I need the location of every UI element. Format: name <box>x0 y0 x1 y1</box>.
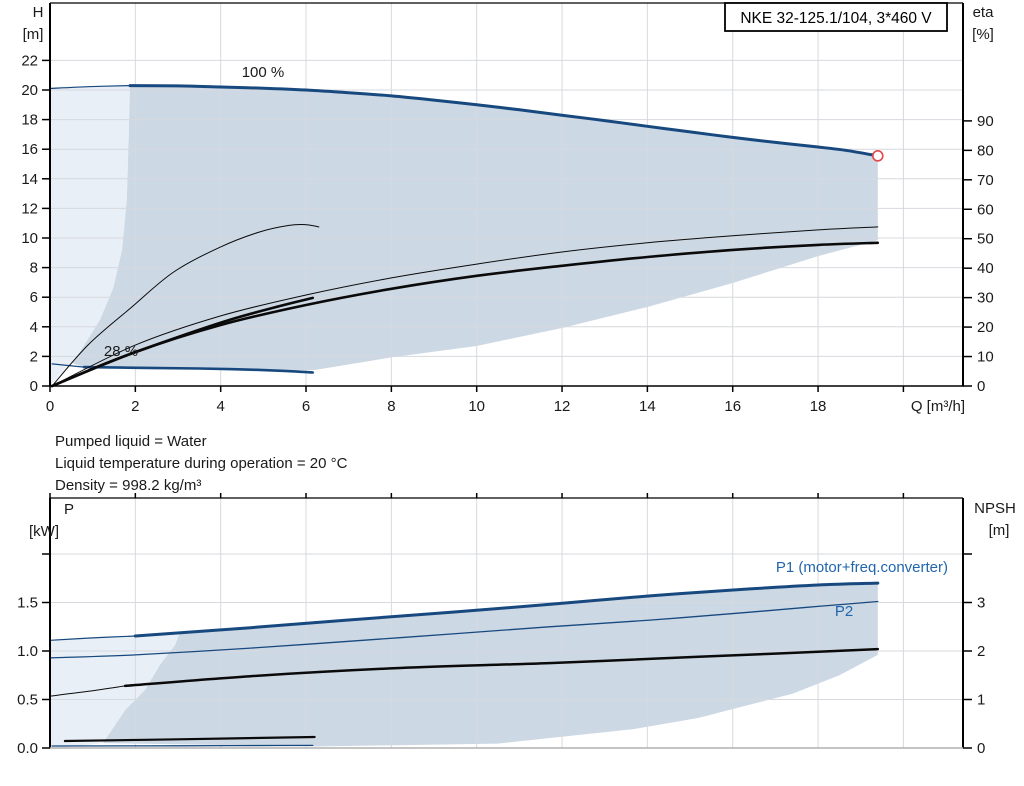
operating-envelope-dark <box>72 85 878 371</box>
condition-density: Density = 998.2 kg/m³ <box>55 477 201 494</box>
npsh-axis-title: NPSH <box>974 500 1016 517</box>
power-npsh-chart: 0.0 0.5 1.0 1.5 0 1 2 3 P1 (motor+freq.converter… <box>17 493 985 757</box>
x-tick-label: 8 <box>387 398 395 415</box>
left-tick-label: 4 <box>30 319 38 336</box>
series-qh-28pct-lead <box>51 363 85 368</box>
left-tick-label: 6 <box>30 289 38 306</box>
left-tick-label: 1.0 <box>17 643 38 660</box>
series-qh-100pct <box>128 84 880 158</box>
p-axis-title: P <box>64 501 74 518</box>
operating-envelope-light <box>50 85 130 386</box>
right-tick-label: 1 <box>977 692 985 709</box>
left-tick-label: 16 <box>21 141 38 158</box>
p2-curve-label: P2 <box>835 603 853 620</box>
x-tick-label: 6 <box>302 398 310 415</box>
series-p1-motor-freq-converter <box>133 581 880 638</box>
left-tick-label: 8 <box>30 260 38 277</box>
qh-eta-chart: 0 2 4 6 8 10 12 14 16 18 Q [m³/h] 0 2 4 6 8 10 12 14 16 18 20… <box>21 2 994 415</box>
x-tick-label: 4 <box>217 398 225 415</box>
right-tick-label: 20 <box>977 319 994 336</box>
npsh-axis-unit: [m] <box>989 522 1010 539</box>
right-tick-label: 70 <box>977 172 994 189</box>
right-tick-label: 0 <box>977 740 985 757</box>
series-qh-100pct-lead <box>49 85 131 90</box>
series-p1-lead <box>49 635 136 641</box>
left-tick-label: 2 <box>30 348 38 365</box>
series-p2 <box>49 600 879 659</box>
x-tick-label: 10 <box>468 398 485 415</box>
right-tick-label: 60 <box>977 201 994 218</box>
left-tick-label: 1.5 <box>17 595 38 612</box>
power-envelope-light <box>50 632 181 748</box>
x-tick-label: 18 <box>810 398 827 415</box>
series-p2-28pct <box>51 744 314 747</box>
left-tick-label: 12 <box>21 200 38 217</box>
duty-point-marker <box>871 150 884 162</box>
speed-label-28: 28 % <box>104 343 138 360</box>
left-tick-label: 0.5 <box>17 692 38 709</box>
left-tick-label: 22 <box>21 52 38 69</box>
left-tick-label: 18 <box>21 112 38 129</box>
series-eta-total <box>50 241 880 388</box>
x-tick-label: 0 <box>46 398 54 415</box>
right-tick-label: 3 <box>977 595 985 612</box>
h-axis-unit: [m] <box>23 26 44 43</box>
right-tick-label: 90 <box>977 113 994 130</box>
h-axis-title: H <box>33 4 44 21</box>
right-tick-label: 2 <box>977 643 985 660</box>
x-tick-label: 16 <box>724 398 741 415</box>
series-p1-28pct <box>63 735 316 743</box>
x-axis-label: Q [m³/h] <box>911 398 965 415</box>
eta-axis-unit: [%] <box>972 26 994 43</box>
left-tick-label: 0 <box>30 378 38 395</box>
p1-curve-label: P1 (motor+freq.converter) <box>776 559 948 576</box>
right-tick-label: 10 <box>977 349 994 366</box>
series-npsh-lead <box>49 685 126 697</box>
speed-label-100: 100 % <box>242 64 285 81</box>
eta-axis-title: eta <box>973 4 995 21</box>
p-axis-unit: [kW] <box>29 523 59 540</box>
x-tick-label: 2 <box>131 398 139 415</box>
right-tick-label: 30 <box>977 290 994 307</box>
series-npsh <box>123 647 880 688</box>
right-tick-label: 50 <box>977 231 994 248</box>
left-tick-label: 20 <box>21 82 38 99</box>
operating-conditions: Pumped liquid = Water Liquid temperature… <box>55 433 348 494</box>
condition-pumped-liquid: Pumped liquid = Water <box>55 433 207 450</box>
series-eta-peak-thin <box>51 223 320 387</box>
right-tick-label: 0 <box>977 378 985 395</box>
title-box: NKE 32-125.1/104, 3*460 V <box>724 2 948 32</box>
left-tick-label: 14 <box>21 171 38 188</box>
title-box-frame <box>724 2 948 32</box>
x-tick-label: 14 <box>639 398 656 415</box>
left-tick-label: 0.0 <box>17 740 38 757</box>
left-tick-label: 10 <box>21 230 38 247</box>
right-tick-label: 80 <box>977 142 994 159</box>
x-tick-label: 12 <box>554 398 571 415</box>
series-qh-28pct <box>82 365 315 374</box>
series-eta-pump-thin <box>51 226 879 387</box>
right-tick-label: 40 <box>977 260 994 277</box>
pump-model-title: NKE 32-125.1/104, 3*460 V <box>740 10 932 27</box>
condition-temperature: Liquid temperature during operation = 20… <box>55 455 348 472</box>
